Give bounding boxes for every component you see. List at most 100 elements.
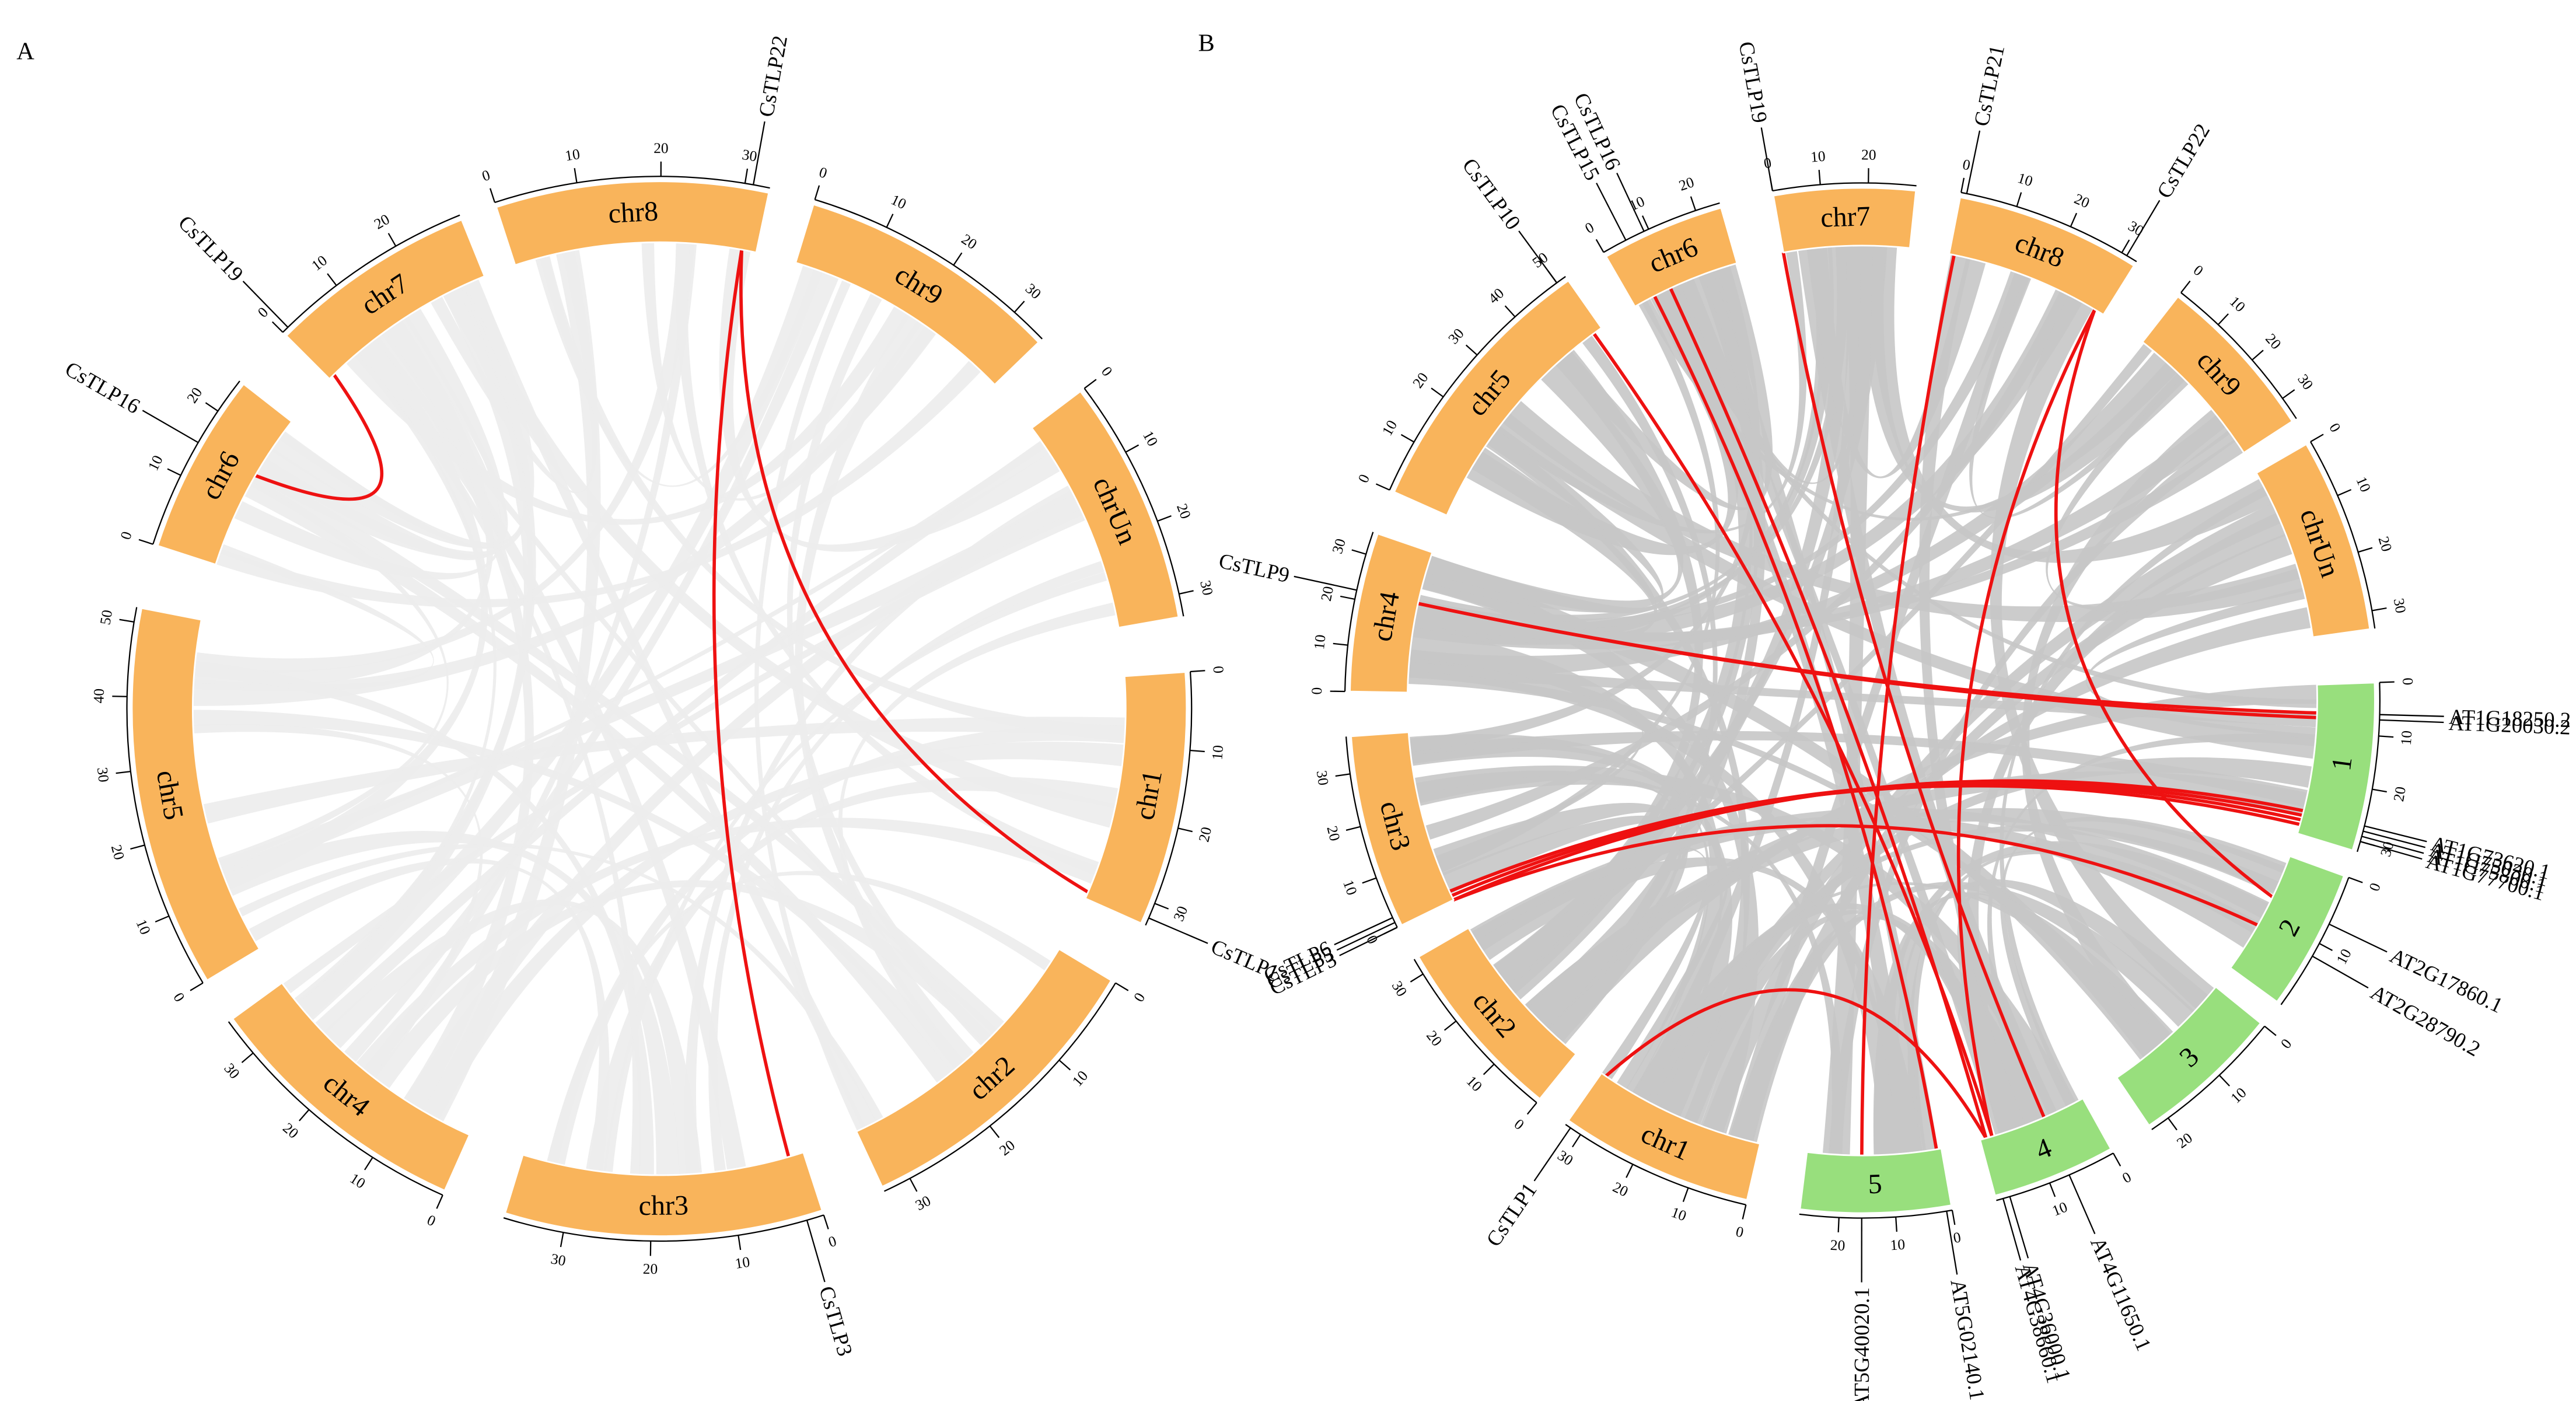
tick-label: 10 [2228,1085,2250,1107]
gene-leader [2360,841,2423,860]
tick-label: 20 [1173,501,1194,521]
tick-mark [1960,177,1965,193]
synteny-ribbon [1438,299,1720,873]
chromosome-band [1417,927,1578,1100]
gene-label: AT4G11650.1 [2086,1234,2156,1354]
gene-leader [2126,200,2161,256]
tick-mark [1742,1204,1747,1220]
tick-mark [2218,1074,2231,1086]
tick-mark [167,468,181,476]
gene-label: CsTLP9 [1217,548,1291,587]
tick-label: 0 [817,164,829,181]
tick-label: 0 [1210,665,1227,674]
tick-mark [1362,877,1377,884]
chromosome-band [495,180,770,267]
tick-label: 0 [1131,990,1149,1005]
synteny-ribbon [1425,429,1663,614]
tick-label: 10 [1890,1236,1906,1254]
gene-leader [142,410,199,443]
tick-label: 30 [1554,1147,1576,1169]
tick-label: 10 [1209,745,1226,761]
chromosome-label: chr3 [638,1190,688,1221]
tick-mark [1083,379,1097,389]
homolog-link [712,249,791,1158]
tick-label: 0 [2278,1036,2295,1051]
tick-label: 30 [1329,537,1349,555]
tick-mark [2337,489,2352,497]
tick-mark [1345,826,1361,831]
tick-label: 0 [1952,1229,1962,1246]
gene-leader [2379,714,2444,717]
tick-axis [815,199,1043,340]
synteny-ribbon [535,255,1126,741]
tick-mark [2282,389,2295,399]
tick-label: 30 [2390,597,2409,614]
tick-label: 20 [1610,1179,1631,1200]
synteny-ribbon [193,710,964,1072]
homolog-link [1453,824,2259,927]
homolog-link [1860,254,1956,1156]
synteny-ribbon [1822,245,1873,1155]
tick-label: 20 [372,211,393,233]
tick-label: 20 [1830,1237,1846,1254]
tick-mark [138,539,153,545]
tick-mark [1431,387,1444,398]
tick-label: 0 [117,529,135,541]
tick-label: 10 [1069,1068,1091,1090]
tick-label: 0 [2326,421,2344,435]
tick-label: 20 [653,140,668,156]
tick-axis [2357,682,2381,853]
tick-label: 10 [309,252,330,274]
tick-label: 10 [564,146,581,165]
tick-mark [2310,434,2324,443]
tick-mark [2252,350,2264,361]
synteny-ribbon [1469,808,2270,945]
gene-leader [1596,183,1627,241]
tick-mark [1443,1020,1457,1031]
tick-label: 10 [2227,294,2249,316]
chromosome-band [156,383,293,566]
gene-leader [1294,575,1357,591]
tick-label: 0 [1961,156,1972,174]
tick-label: 0 [2190,262,2206,279]
tick-mark [1340,595,1355,600]
synteny-ribbon [420,742,1124,1120]
chromosome-label: chr8 [607,195,659,229]
tick-mark [2168,1117,2177,1131]
tick-mark [2319,942,2333,951]
gene-label: AT1G18250.2 [2449,704,2571,732]
gene-leader [2329,923,2388,953]
tick-mark [119,619,134,623]
gene-label: CsTLP21 [1969,43,2009,128]
chromosome-band [285,218,486,380]
tick-label: 30 [94,767,112,784]
tick-axis [2310,441,2376,629]
tick-mark [744,168,749,184]
synteny-ribbon [1859,245,2185,513]
gene-leader [2361,836,2424,854]
tick-label: 10 [145,453,166,473]
tick-label: 20 [108,843,128,862]
chromosome-band [2115,986,2262,1127]
tick-label: 30 [1389,979,1410,1000]
tick-mark [1190,749,1205,753]
tick-mark [1504,305,1516,317]
synteny-ribbon [345,306,911,525]
synteny-ribbon [194,242,695,673]
tick-mark [190,982,204,991]
tick-label: 50 [97,609,116,626]
gene-leader [2364,825,2427,843]
gene-leader [753,121,766,185]
tick-label: 30 [1445,325,1467,347]
tick-axis [282,214,460,333]
tick-label: 10 [1311,634,1329,650]
tick-mark [2264,1025,2277,1036]
tick-label: 0 [1355,472,1373,485]
tick-label: 0 [480,167,492,185]
tick-mark [1595,239,1605,253]
tick-axis [1772,182,1917,192]
gene-label: CsTLP3 [815,1283,857,1358]
gene-label: CsTLP19 [1735,40,1773,125]
tick-axis [152,380,240,545]
tick-mark [886,214,894,228]
